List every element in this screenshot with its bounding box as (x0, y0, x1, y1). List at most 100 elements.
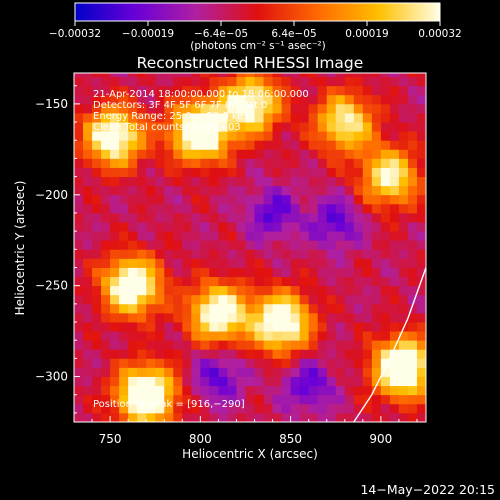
heatmap-cell (299, 76, 310, 87)
heatmap-cell (146, 176, 156, 187)
heatmap-cell (326, 194, 337, 205)
heatmap-cell (380, 249, 391, 259)
heatmap-cell (335, 240, 346, 250)
heatmap-cell (308, 149, 319, 159)
heatmap-cell (83, 249, 93, 259)
heatmap-cell (164, 194, 174, 205)
heatmap-cell (155, 403, 165, 414)
heatmap-cell (128, 76, 138, 87)
heatmap-cell (299, 73, 310, 78)
heatmap-cell (83, 176, 93, 187)
heatmap-cell (119, 376, 129, 387)
heatmap-cell (74, 185, 84, 196)
heatmap-cell (407, 412, 418, 422)
heatmap-cell (380, 122, 391, 132)
heatmap-cell (227, 212, 237, 223)
heatmap-cell (398, 312, 409, 323)
heatmap-cell (344, 103, 355, 114)
heatmap-cell (308, 312, 319, 323)
heatmap-cell (83, 149, 93, 159)
heatmap-cell (164, 94, 174, 105)
heatmap-cell (263, 103, 273, 114)
heatmap-cell (236, 303, 246, 314)
heatmap-cell (155, 294, 165, 305)
heatmap-cell (173, 222, 183, 232)
heatmap-cell (227, 73, 237, 78)
heatmap-cell (398, 140, 409, 150)
heatmap-cell (281, 340, 292, 350)
heatmap-cell (299, 267, 310, 277)
heatmap-cell (398, 85, 409, 96)
heatmap-cell (272, 367, 282, 377)
heatmap-cell (209, 194, 219, 205)
heatmap-cell (119, 276, 129, 287)
heatmap-cell (254, 122, 264, 132)
heatmap-cell (398, 367, 409, 377)
heatmap-cell (110, 249, 120, 259)
heatmap-cell (326, 403, 337, 414)
heatmap-cell (128, 167, 138, 178)
heatmap-cell (182, 358, 192, 368)
heatmap-cell (380, 385, 391, 396)
heatmap-cell (299, 240, 310, 250)
heatmap-cell (254, 203, 264, 214)
heatmap-cell (416, 367, 426, 377)
heatmap-cell (164, 203, 174, 214)
heatmap-cell (380, 412, 391, 422)
heatmap-cell (191, 312, 201, 323)
heatmap-cell (335, 322, 346, 332)
heatmap-cell (164, 322, 174, 332)
heatmap-cell (110, 112, 120, 123)
heatmap-cell (200, 267, 210, 277)
heatmap-cell (407, 258, 418, 268)
heatmap-cell (173, 249, 183, 259)
heatmap-cell (308, 203, 319, 214)
heatmap-cell (263, 403, 273, 414)
heatmap-cell (326, 331, 337, 341)
heatmap-cell (182, 203, 192, 214)
heatmap-cell (119, 140, 129, 150)
heatmap-cell (92, 94, 102, 105)
heatmap-cell (362, 194, 373, 205)
heatmap-cell (326, 258, 337, 268)
heatmap-cell (254, 312, 264, 323)
heatmap-cell (182, 194, 192, 205)
heatmap-cell (281, 312, 292, 323)
heatmap-cell (272, 249, 282, 259)
heatmap-cell (110, 103, 120, 114)
heatmap-cell (272, 403, 282, 414)
heatmap-cell (407, 403, 418, 414)
heatmap-cell (92, 267, 102, 277)
heatmap-cell (254, 185, 264, 196)
heatmap-cell (227, 367, 237, 377)
heatmap-cell (344, 403, 355, 414)
heatmap-cell (101, 285, 111, 296)
heatmap-cell (137, 303, 147, 314)
heatmap-cell (236, 231, 246, 241)
heatmap-cell (101, 276, 111, 287)
heatmap-cell (218, 322, 228, 332)
heatmap-cell (119, 149, 129, 159)
heatmap-cell (335, 394, 346, 405)
x-tick-label: 900 (369, 432, 392, 446)
heatmap-cell (101, 158, 111, 168)
heatmap-cell (83, 267, 93, 277)
heatmap-cell (164, 167, 174, 178)
heatmap-cell (191, 358, 201, 368)
heatmap-cell (353, 303, 364, 314)
heatmap-cell (92, 403, 102, 414)
heatmap-cell (326, 276, 337, 287)
heatmap-cell (272, 267, 282, 277)
heatmap-cell (164, 294, 174, 305)
heatmap-cell (191, 167, 201, 178)
heatmap-cell (407, 276, 418, 287)
heatmap-cell (137, 394, 147, 405)
heatmap-cell (209, 176, 219, 187)
heatmap-cell (227, 385, 237, 396)
heatmap-cell (155, 331, 165, 341)
heatmap-cell (353, 276, 364, 287)
heatmap-cell (254, 294, 264, 305)
heatmap-cell (326, 185, 337, 196)
heatmap-cell (371, 140, 382, 150)
heatmap-cell (146, 140, 156, 150)
